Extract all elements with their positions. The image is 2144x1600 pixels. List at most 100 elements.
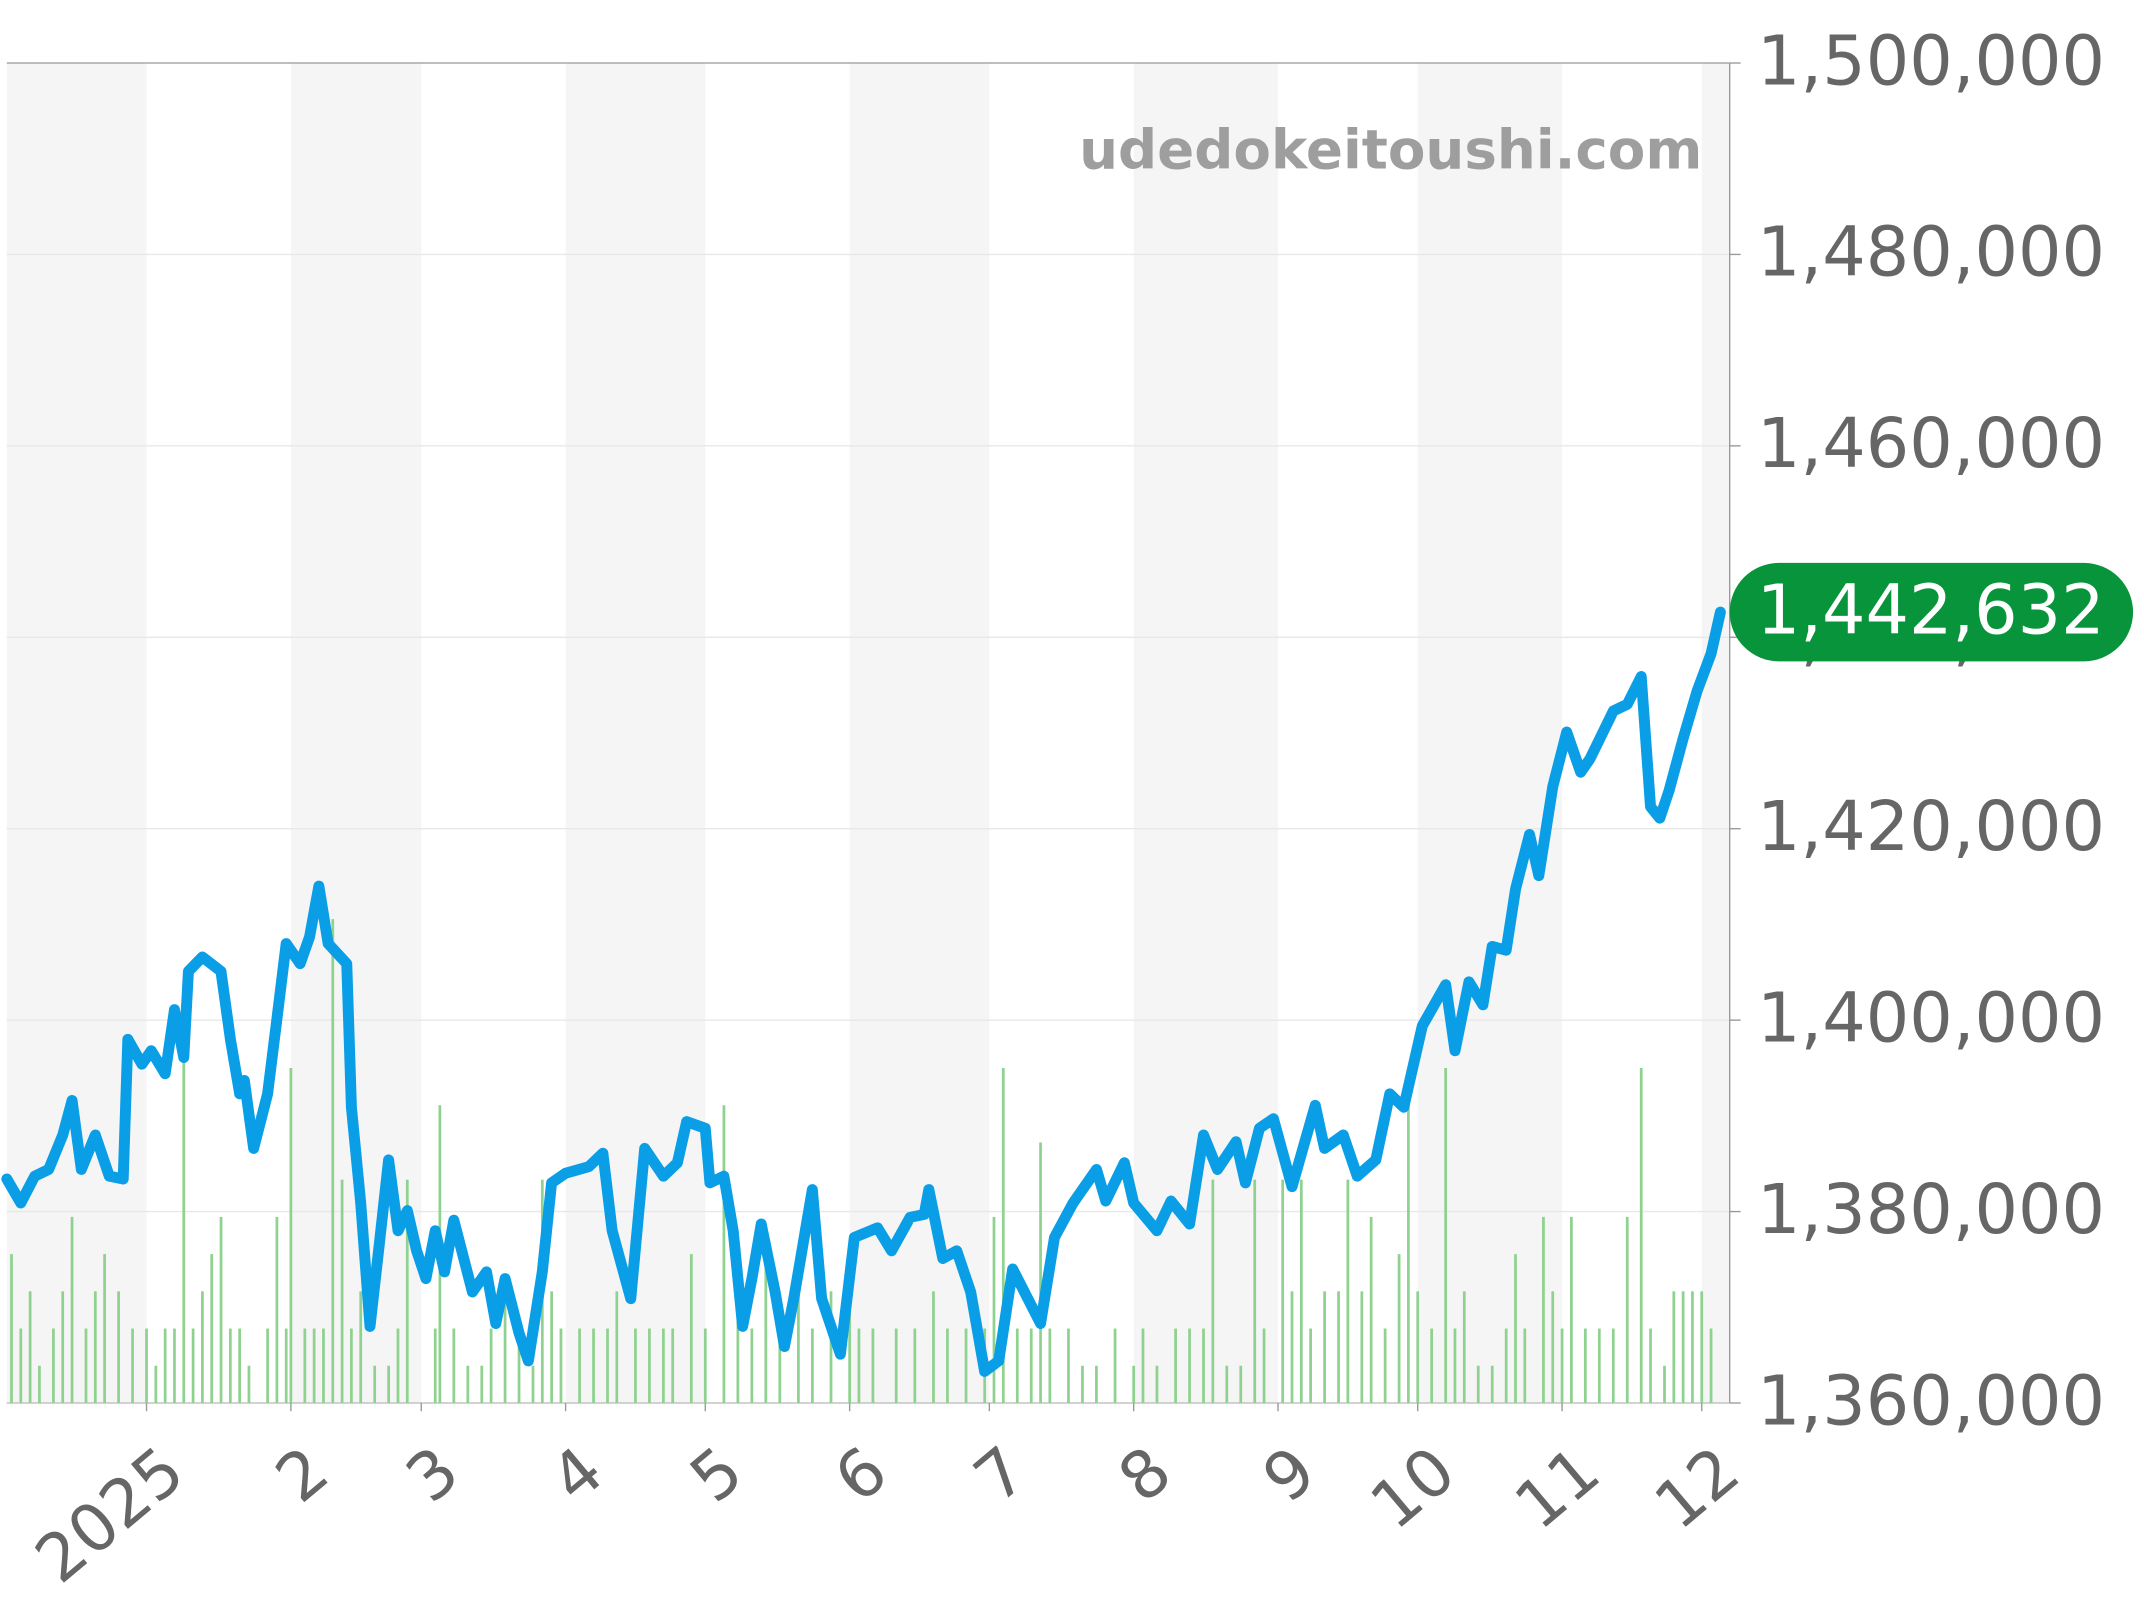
volume-bar [93,1291,97,1403]
volume-bar [405,1179,409,1403]
volume-bar [750,1328,754,1403]
volume-bar [182,1030,186,1403]
volume-bar [1560,1328,1564,1403]
volume-bar [1225,1365,1229,1403]
volume-bar [350,1328,353,1403]
volume-bar [1691,1291,1694,1403]
volume-bar [210,1254,214,1403]
volume-bar [1672,1291,1676,1403]
volume-bar [1113,1328,1117,1403]
volume-bar [145,1328,148,1403]
volume-bar [303,1328,307,1403]
volume-bar [1211,1179,1215,1403]
volume-bar [219,1216,223,1403]
volume-bar [84,1328,88,1403]
volume-bar [70,1216,74,1403]
volume-bar [894,1328,898,1403]
y-tick-label: 1,460,000 [1757,405,2105,484]
volume-bar [592,1328,595,1403]
volume-bar [28,1291,32,1403]
y-tick-label: 1,500,000 [1757,22,2105,101]
volume-bar [154,1365,158,1403]
month-band [1133,63,1279,1403]
month-bands [6,63,1730,1403]
volume-bar [1407,1105,1410,1403]
volume-bar [615,1291,619,1403]
volume-bar [1430,1328,1434,1403]
volume-bar [52,1328,55,1403]
volume-bar [1611,1328,1615,1403]
volume-bar [1523,1328,1527,1403]
volume-bar [284,1328,288,1403]
volume-bar [1583,1328,1587,1403]
volume-bar [61,1291,65,1403]
volume-bar [531,1365,535,1403]
current-value-pill [1729,562,2134,662]
volume-bar [1262,1328,1266,1403]
volume-bar [1174,1328,1177,1403]
volume-bar [373,1365,377,1403]
current-value-label: 1,442,632 [1757,571,2105,650]
price-line [1,606,1726,1377]
volume-bar [322,1328,325,1403]
volume-bar [466,1365,470,1403]
volume-bar [452,1328,456,1403]
volume-bar [1397,1254,1401,1403]
volume-bar [1490,1365,1494,1403]
volume-bar [1709,1328,1713,1403]
volume-bar [1360,1291,1364,1403]
x-tick-label: 6 [821,1432,902,1517]
volume-bar [340,1179,344,1403]
volume-bar [1299,1179,1303,1403]
volume-bar [1504,1328,1508,1403]
volume-bar [228,1328,232,1403]
month-band [565,63,706,1403]
volume-bar [1067,1328,1070,1403]
volume-bar [932,1291,935,1403]
volume-bar [1290,1291,1294,1403]
volume-bar [689,1254,693,1403]
volume-bar [671,1328,675,1403]
x-tick-label: 9 [1249,1432,1330,1517]
volume-bar [433,1328,437,1403]
volume-bar [662,1328,665,1403]
volume-bar [829,1291,833,1403]
volume-bar [1444,1068,1448,1403]
volume-bar [163,1328,167,1403]
x-tick-label: 11 [1501,1432,1614,1544]
volume-bar [550,1291,553,1403]
month-band [1417,63,1563,1403]
volume-bar [103,1254,106,1403]
volume-bar [1383,1328,1387,1403]
volume-bar [1095,1365,1098,1403]
volume-bar [1188,1328,1191,1403]
volume-bar [992,1216,996,1403]
volume-bar [1551,1291,1555,1403]
volume-bar [913,1328,917,1403]
volume-bar [1346,1179,1350,1403]
volume-bar [19,1328,23,1403]
volume-bar [1081,1365,1084,1403]
volume-bar [1369,1216,1373,1403]
volume-bar [517,1328,521,1403]
x-tick-label: 7 [960,1432,1041,1517]
volume-bar [396,1328,400,1403]
grid [6,62,1741,1412]
y-tick-label: 1,400,000 [1757,979,2105,1058]
volume-bar [1202,1328,1205,1403]
volume-bar [1476,1365,1480,1403]
volume-bar [1029,1328,1033,1403]
volume-bar [247,1365,251,1403]
volume-bar [1337,1291,1340,1403]
volume-bar [946,1328,949,1403]
x-tick-label: 2 [262,1432,343,1517]
volume-bar [201,1291,204,1403]
volume-bar [1453,1328,1457,1403]
volume-bar [1570,1216,1573,1403]
volume-bar [1239,1365,1243,1403]
volume-bar [1253,1179,1257,1403]
volume-bar [634,1328,637,1403]
volume-bar [778,1328,782,1403]
month-band [1701,63,1730,1403]
